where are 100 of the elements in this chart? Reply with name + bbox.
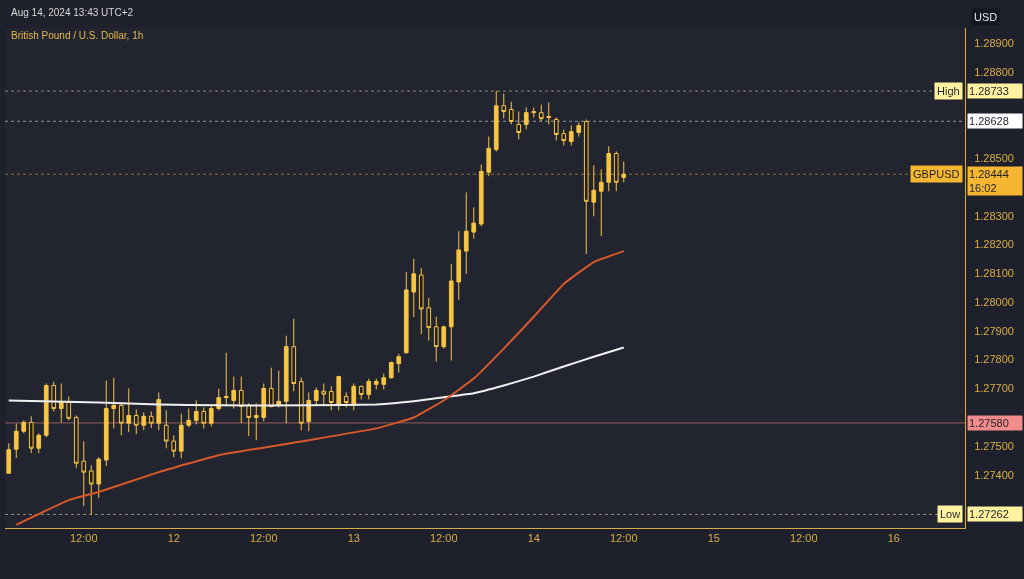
y-tick-label: 1.28500 <box>974 151 1014 164</box>
candlestick <box>231 376 237 410</box>
candlestick <box>171 434 177 458</box>
candlestick <box>493 90 499 152</box>
candlestick <box>546 102 552 125</box>
x-tick-label: 12:00 <box>429 532 458 545</box>
y2-tick-label: 1.27262 <box>969 508 1009 520</box>
candlestick <box>291 318 297 392</box>
candlestick <box>471 206 477 240</box>
candlestick <box>411 258 417 318</box>
x-tick-label: 12:00 <box>789 532 818 545</box>
candlestick <box>321 383 327 406</box>
y-tick-label: 1.28300 <box>974 209 1014 222</box>
candlestick <box>298 376 304 431</box>
x-tick-label: 12:00 <box>249 532 278 545</box>
candlestick <box>88 464 94 515</box>
candlestick <box>28 415 34 454</box>
candlestick <box>426 297 432 342</box>
candlestick <box>253 402 259 441</box>
candlestick <box>313 387 319 407</box>
candlestick <box>81 440 87 507</box>
candlestick <box>508 101 514 125</box>
candlestick <box>283 335 289 424</box>
candlestick <box>51 381 57 412</box>
candlestick <box>613 150 619 192</box>
candlestick <box>96 456 102 499</box>
ref-line-label: High <box>937 85 960 97</box>
y-tick-label: 1.28200 <box>974 238 1014 251</box>
candlestick <box>351 383 357 411</box>
x-tick-label: 12:00 <box>69 532 98 545</box>
candlestick <box>58 383 64 423</box>
y-tick-label: 1.28800 <box>974 65 1014 78</box>
candlestick <box>201 406 207 429</box>
candlestick <box>516 110 522 140</box>
y2-tick-label: 1.28733 <box>969 85 1009 97</box>
candlestick <box>583 119 589 255</box>
ref-line-label: Low <box>940 508 961 520</box>
candlestick <box>6 442 12 474</box>
candlestick <box>591 164 597 217</box>
y2-tick-label: 1.28444 16:02 <box>969 168 1009 195</box>
candlestick <box>358 385 364 400</box>
y-tick-label: 1.28900 <box>974 36 1014 49</box>
candlestick <box>186 408 192 428</box>
candlestick <box>486 136 492 177</box>
candlestick <box>343 391 349 408</box>
candlestick <box>448 263 454 361</box>
candlestick <box>13 423 19 459</box>
candlestick <box>141 411 147 431</box>
candlestick <box>568 125 574 146</box>
y-tick-label: 1.27400 <box>974 468 1014 481</box>
y2-tick-label: 1.28628 <box>969 115 1009 127</box>
candlestick <box>246 402 252 437</box>
candlestick <box>576 121 582 138</box>
x-tick-label: 13 <box>347 532 360 545</box>
line-series <box>15 250 625 526</box>
candlestick <box>148 410 154 429</box>
candlestick <box>478 163 484 227</box>
candlestick <box>268 367 274 408</box>
candlestick <box>163 409 169 449</box>
candlestick <box>381 373 387 391</box>
candlestick <box>388 361 394 380</box>
candlestick <box>501 93 507 119</box>
candlestick <box>238 376 244 424</box>
candlestick <box>193 399 199 425</box>
y-tick-label: 1.27700 <box>974 382 1014 395</box>
candlestick <box>531 106 537 119</box>
y-tick-label: 1.28100 <box>974 267 1014 280</box>
candlestick <box>433 316 439 363</box>
x-tick-label: 12 <box>167 532 180 545</box>
candlestick <box>261 383 267 422</box>
y-tick-label: 1.27500 <box>974 439 1014 452</box>
candlestick <box>396 353 402 374</box>
candlestick <box>118 402 124 436</box>
candlestick <box>366 378 372 400</box>
candlestick <box>606 145 612 192</box>
y2-tick-label: 1.27580 <box>969 417 1009 429</box>
x-tick-label: 12:00 <box>609 532 638 545</box>
candlestick <box>73 414 79 469</box>
y-tick-label: 1.27800 <box>974 353 1014 366</box>
candlestick <box>418 267 424 335</box>
ref-line-label: GBPUSD <box>913 168 960 180</box>
candlestick <box>373 378 379 391</box>
candlestick <box>328 385 334 411</box>
candlestick <box>103 380 109 467</box>
candlestick <box>66 395 72 421</box>
candlestick <box>36 432 42 454</box>
y2-axis-title: USD <box>974 11 998 23</box>
candlestick <box>336 375 342 411</box>
candlestick <box>156 391 162 431</box>
candlestick <box>561 129 567 146</box>
candlestick <box>111 377 117 429</box>
candlestick <box>553 117 559 142</box>
candlestick <box>456 230 462 301</box>
candlestick <box>598 168 604 237</box>
candlestick <box>133 408 139 435</box>
x-tick-label: 16 <box>887 532 900 545</box>
candlestick <box>223 352 229 406</box>
candlestick <box>306 391 312 432</box>
y-tick-label: 1.28000 <box>974 295 1014 308</box>
candlestick <box>463 191 469 275</box>
